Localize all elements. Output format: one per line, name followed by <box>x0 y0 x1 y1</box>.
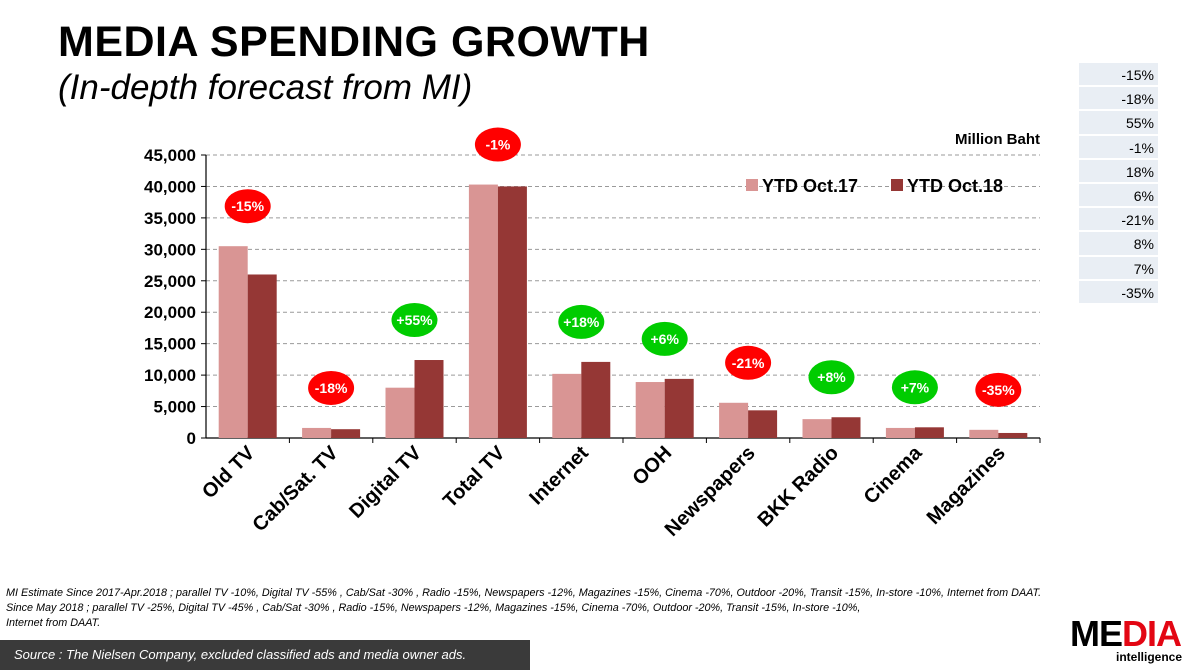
y-tick-label: 20,000 <box>144 303 196 322</box>
side-table-cell: -18% <box>1078 86 1159 111</box>
growth-badge <box>725 345 772 380</box>
bar <box>218 246 248 438</box>
footnote-line-2: Since May 2018 ; parallel TV -25%, Digit… <box>6 602 861 614</box>
x-category-label: OOH <box>628 442 676 490</box>
side-table-cell: -15% <box>1078 62 1159 87</box>
growth-label: +6% <box>650 331 679 347</box>
growth-label: -18% <box>315 380 348 396</box>
x-category-label: Newspapers <box>661 442 760 541</box>
footnote-line-3: Internet from DAAT. <box>6 617 101 629</box>
bar <box>998 432 1028 438</box>
x-category-label: Total TV <box>439 442 510 513</box>
growth-label: -15% <box>231 198 264 214</box>
legend-label: YTD Oct.17 <box>762 176 858 196</box>
side-table-cell: 55% <box>1078 110 1159 135</box>
y-tick-label: 45,000 <box>144 146 196 165</box>
bar <box>719 402 749 438</box>
y-tick-label: 25,000 <box>144 272 196 291</box>
bar <box>497 186 527 438</box>
growth-label: -21% <box>732 355 765 371</box>
bar <box>468 184 498 438</box>
bar <box>331 429 361 438</box>
growth-badge <box>641 321 688 356</box>
y-tick-label: 35,000 <box>144 209 196 228</box>
y-tick-label: 0 <box>187 429 196 448</box>
legend-label: YTD Oct.18 <box>907 176 1003 196</box>
growth-label: +7% <box>901 379 930 395</box>
page-subtitle: (In-depth forecast from MI) <box>58 68 473 107</box>
y-tick-label: 30,000 <box>144 240 196 259</box>
legend-swatch <box>746 179 758 191</box>
bar <box>748 410 778 438</box>
bar <box>385 387 415 438</box>
bar <box>635 382 665 438</box>
x-category-label: Old TV <box>198 442 260 504</box>
growth-badge <box>474 127 521 162</box>
logo-tagline: intelligence <box>1116 650 1183 664</box>
unit-label: Million Baht <box>955 131 1040 148</box>
bar <box>581 361 611 438</box>
growth-side-table: -15% -18% 55% -1% 18% 6% -21% 8% 7% -35% <box>1078 62 1159 304</box>
x-category-label: BKK Radio <box>754 442 843 531</box>
growth-badge <box>308 370 355 405</box>
bar <box>552 373 582 438</box>
y-tick-label: 40,000 <box>144 177 196 196</box>
x-category-label: Digital TV <box>345 442 426 523</box>
side-table-cell: -1% <box>1078 134 1159 159</box>
y-tick-label: 15,000 <box>144 335 196 354</box>
growth-label: -1% <box>485 137 510 153</box>
x-category-label: Cab/Sat. TV <box>248 442 343 537</box>
side-table-cell: 7% <box>1078 255 1159 280</box>
growth-badge <box>224 189 271 224</box>
legend-swatch <box>891 179 903 191</box>
bar <box>885 427 915 438</box>
growth-badge <box>808 360 855 395</box>
bar <box>247 274 277 438</box>
bar <box>664 378 694 438</box>
growth-label: +55% <box>396 312 433 328</box>
bar <box>802 419 832 438</box>
x-category-label: Magazines <box>923 442 1010 529</box>
growth-badge <box>391 303 438 338</box>
growth-label: +18% <box>563 314 600 330</box>
y-tick-label: 5,000 <box>153 398 196 417</box>
bar <box>914 427 944 438</box>
footnote: MI Estimate Since 2017-Apr.2018 ; parall… <box>6 586 1041 631</box>
y-tick-label: 10,000 <box>144 366 196 385</box>
bar <box>969 429 999 438</box>
bar <box>831 417 861 438</box>
bar-chart: 0 5,000 10,000 15,000 20,000 25,000 30,000 35,0… <box>144 127 1041 541</box>
growth-label: -35% <box>982 382 1015 398</box>
growth-label: +8% <box>817 369 846 385</box>
logo-text-dia: DIA <box>1122 613 1182 654</box>
x-category-label: Internet <box>525 442 593 510</box>
growth-badge <box>975 372 1022 407</box>
page-title: MEDIA SPENDING GROWTH <box>58 18 650 66</box>
side-table-cell: 8% <box>1078 231 1159 256</box>
side-table-cell: -35% <box>1078 279 1159 304</box>
logo-text-me: ME <box>1070 613 1123 654</box>
bar <box>302 427 332 438</box>
bar <box>414 360 444 438</box>
side-table-cell: -21% <box>1078 207 1159 232</box>
media-intelligence-logo: MEDIA intelligence <box>1068 616 1200 670</box>
side-table-cell: 18% <box>1078 158 1159 183</box>
source-bar: Source : The Nielsen Company, excluded c… <box>0 640 530 670</box>
growth-badge <box>558 304 605 339</box>
growth-badge <box>891 370 938 405</box>
side-table-cell: 6% <box>1078 182 1159 208</box>
x-category-label: Cinema <box>860 441 927 508</box>
footnote-line-1: MI Estimate Since 2017-Apr.2018 ; parall… <box>6 587 1042 599</box>
